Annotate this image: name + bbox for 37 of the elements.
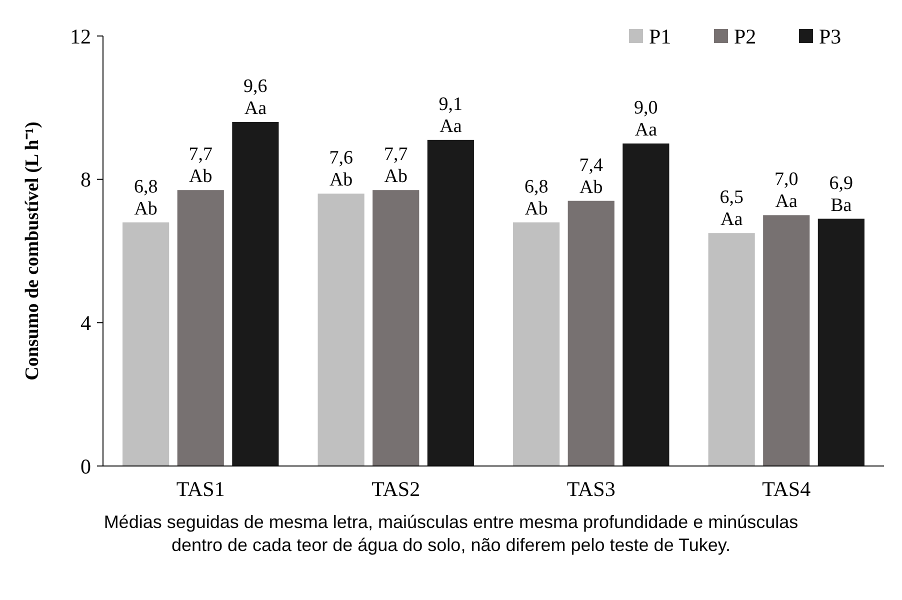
data-label: 6,8 Ab — [134, 176, 158, 220]
data-label: 7,4 Ab — [579, 154, 604, 198]
bar — [177, 190, 224, 466]
bar — [318, 194, 364, 466]
data-label: 9,6 Aa — [244, 76, 268, 119]
bar — [818, 218, 864, 466]
bar — [372, 190, 420, 466]
bar — [427, 140, 474, 466]
bar — [763, 215, 810, 466]
data-label: 7,0 Aa — [774, 169, 798, 212]
bar — [568, 200, 614, 466]
bar — [708, 233, 755, 466]
data-label: 9,1 Aa — [438, 94, 463, 137]
data-label: 7,6 Ab — [329, 148, 353, 191]
bar — [122, 222, 170, 466]
bar — [622, 144, 670, 466]
x-tick-label: TAS3 — [566, 477, 616, 501]
text: Médias seguidas de mesma letra, maiúsculas entre mesma profundidade e minúsculas dentro de cada teor de água do solo, não diferem pelo teste de Tukey. — [104, 512, 798, 555]
data-label: 9,0 Aa — [634, 98, 658, 140]
bar — [513, 222, 560, 466]
y-tick-label: 8 — [80, 168, 91, 192]
y-tick-label: 0 — [80, 454, 91, 478]
y-tick-label: 4 — [80, 311, 92, 336]
data-label: 6,9 Ba — [829, 172, 854, 216]
x-tick-label: TAS4 — [762, 477, 812, 501]
data-label: 7,7 Ab — [384, 144, 408, 188]
y-tick-label: 12 — [70, 24, 91, 48]
x-tick-label: TAS1 — [176, 477, 225, 501]
data-label: 6,8 Ab — [524, 176, 548, 220]
legend-label: P2 — [734, 24, 756, 48]
data-label: 7,7 Ab — [188, 144, 212, 188]
y-axis-title: Consumo de combustível (L h⁻¹) — [22, 122, 43, 380]
bar — [232, 122, 279, 466]
x-tick-label: TAS2 — [372, 477, 420, 501]
legend-label: P3 — [819, 24, 842, 48]
data-label: 6,5 Aa — [720, 187, 744, 230]
legend-label: P1 — [649, 24, 672, 48]
